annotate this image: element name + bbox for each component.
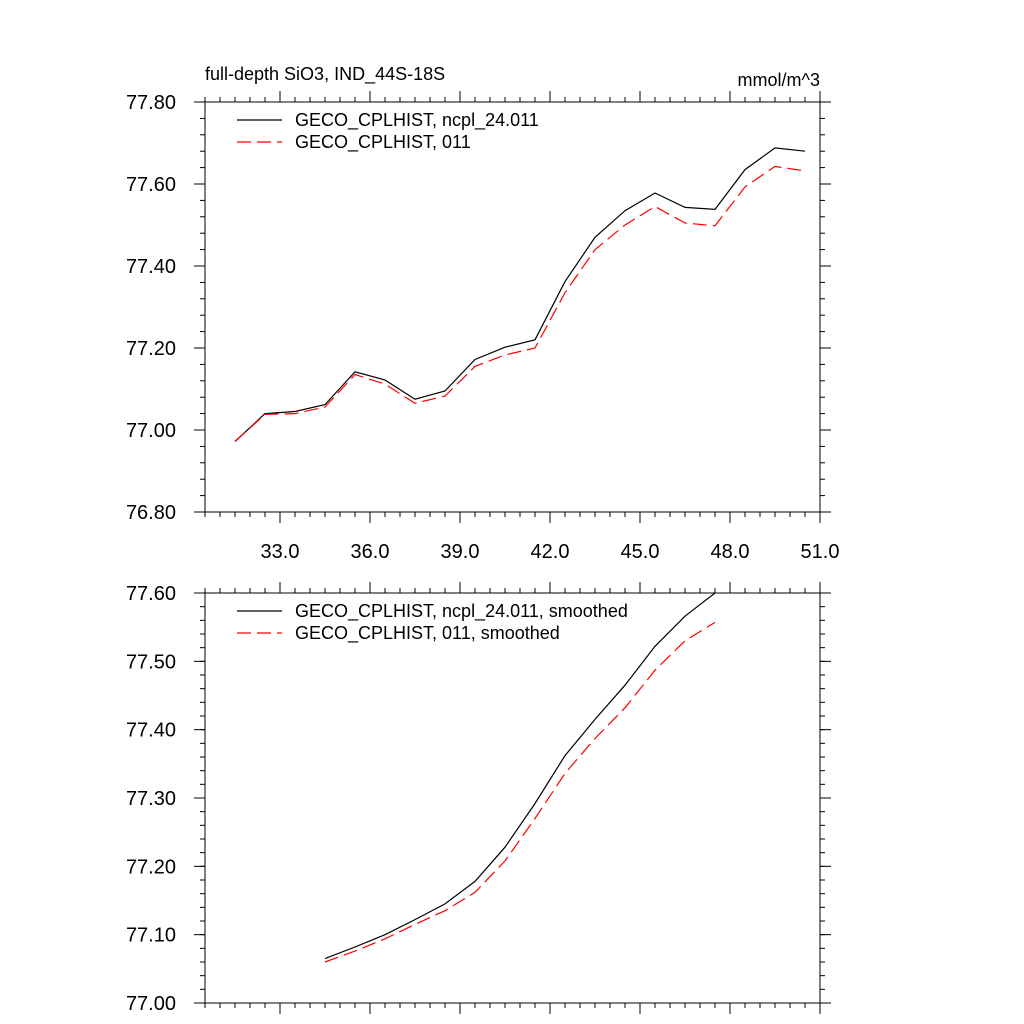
top-line-chart: 33.0 36.0 39.0 42.0 45.0 48.0 51.0 76.80 77.00 77…	[126, 91, 840, 563]
x-tick-label: 42.0	[531, 541, 570, 563]
series-line-1	[234, 147, 806, 442]
y-tick-label: 77.10	[126, 925, 176, 947]
y-tick-label: 77.60	[126, 174, 176, 196]
y-tick-label: 77.50	[126, 651, 176, 673]
series-line-2	[324, 621, 716, 963]
y-tick-label: 77.20	[126, 338, 176, 360]
y-tick-label: 76.80	[126, 502, 176, 524]
y-tick-label: 77.30	[126, 788, 176, 810]
units-label: mmol/m^3	[738, 70, 820, 90]
x-tick-label: 33.0	[261, 541, 300, 563]
x-tick-label: 39.0	[441, 541, 480, 563]
legend-label-2: GECO_CPLHIST, 011	[295, 132, 471, 153]
y-tick-label: 77.20	[126, 856, 176, 878]
x-tick-label: 51.0	[801, 541, 840, 563]
y-tick-label: 77.00	[126, 420, 176, 442]
series-line-1	[324, 593, 716, 960]
legend-label-1: GECO_CPLHIST, ncpl_24.011, smoothed	[295, 601, 628, 622]
legend-label-2: GECO_CPLHIST, 011, smoothed	[295, 623, 560, 644]
plot-frame	[204, 101, 821, 513]
chart-title: full-depth SiO3, IND_44S-18S	[205, 64, 445, 85]
legend-label-1: GECO_CPLHIST, ncpl_24.011	[295, 110, 539, 131]
y-tick-label: 77.00	[126, 993, 176, 1015]
y-tick-label: 77.40	[126, 720, 176, 742]
x-tick-label: 36.0	[351, 541, 390, 563]
y-tick-label: 77.60	[126, 583, 176, 605]
x-tick-label: 45.0	[621, 541, 660, 563]
y-tick-label: 77.80	[126, 92, 176, 114]
y-tick-label: 77.40	[126, 256, 176, 278]
series-line-2	[234, 165, 806, 442]
bottom-line-chart-smoothed: 77.00 77.10 77.20 77.30 77.40 77.50 77.60 GECO_…	[126, 582, 831, 1015]
x-tick-label: 48.0	[711, 541, 750, 563]
